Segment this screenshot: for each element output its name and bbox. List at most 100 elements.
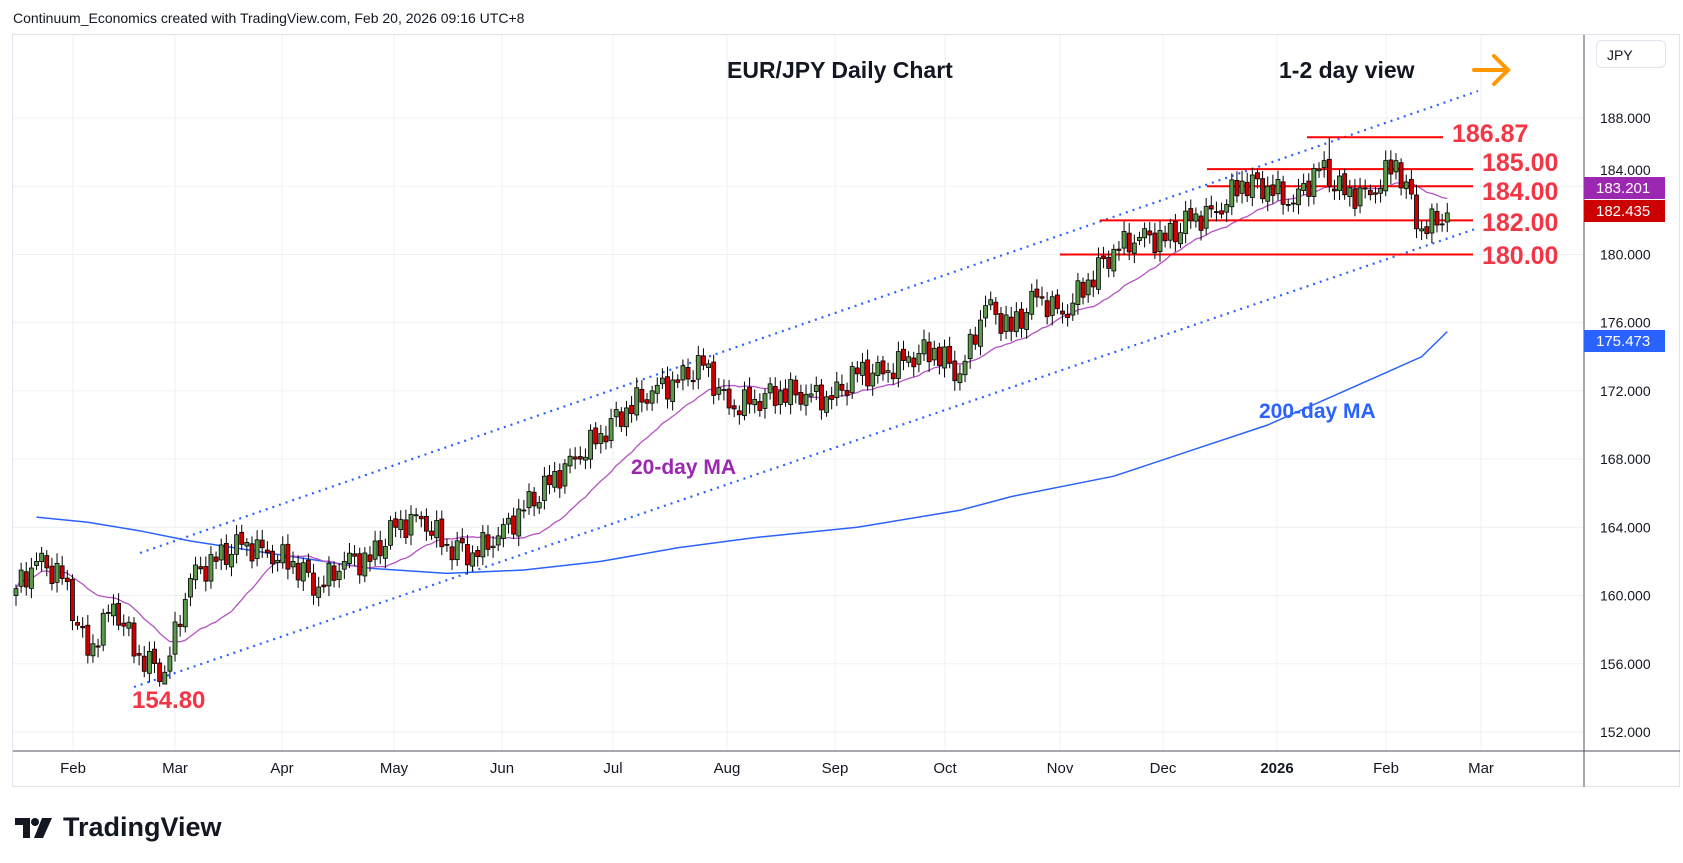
candle-down bbox=[465, 544, 470, 566]
candle-down bbox=[295, 562, 301, 581]
candle-up bbox=[634, 387, 640, 416]
candle-up bbox=[1024, 312, 1030, 330]
candle-down bbox=[136, 653, 142, 656]
candle-down bbox=[1244, 181, 1250, 197]
candle-down bbox=[1332, 188, 1337, 192]
tradingview-logo[interactable]: TradingView bbox=[15, 812, 222, 843]
candle-down bbox=[1208, 205, 1214, 210]
candle-down bbox=[577, 456, 583, 460]
candle-up bbox=[583, 456, 588, 461]
y-tick-label: 184.000 bbox=[1600, 162, 1651, 178]
candle-down bbox=[1326, 158, 1332, 187]
candle-down bbox=[285, 543, 291, 570]
candle-up bbox=[208, 554, 214, 582]
candle-down bbox=[1424, 226, 1430, 235]
candle-down bbox=[747, 386, 752, 405]
candle-down bbox=[901, 348, 906, 362]
candle-up bbox=[495, 535, 501, 546]
candle-up bbox=[608, 418, 614, 442]
candle-down bbox=[357, 553, 363, 576]
candle-down bbox=[593, 427, 599, 445]
candle-down bbox=[1414, 194, 1419, 230]
candle-up bbox=[326, 562, 332, 587]
candle-down bbox=[926, 341, 932, 363]
candle-down bbox=[726, 388, 732, 409]
candle-up bbox=[444, 543, 450, 546]
candle-down bbox=[890, 372, 896, 380]
candle-down bbox=[95, 645, 101, 648]
candle-up bbox=[172, 621, 178, 655]
candle-down bbox=[1162, 232, 1168, 242]
candle-up bbox=[111, 603, 116, 617]
candle-down bbox=[75, 622, 80, 626]
candle-down bbox=[1126, 232, 1132, 253]
candle-up bbox=[34, 561, 39, 566]
candle-up bbox=[480, 532, 486, 558]
candle-up bbox=[931, 347, 937, 361]
candle-up bbox=[1137, 236, 1142, 241]
x-tick-label: 2026 bbox=[1260, 760, 1293, 777]
candle-up bbox=[300, 562, 306, 582]
candle-up bbox=[290, 561, 296, 568]
candle-up bbox=[567, 455, 573, 467]
candle-down bbox=[116, 602, 121, 626]
candle-up bbox=[254, 539, 260, 559]
candle-up bbox=[983, 305, 988, 319]
candle-down bbox=[1008, 316, 1014, 332]
candle-up bbox=[526, 491, 532, 509]
candle-up bbox=[957, 373, 963, 384]
candle-up bbox=[1121, 230, 1127, 249]
candle-up bbox=[762, 393, 768, 409]
currency-button[interactable]: JPY bbox=[1596, 40, 1666, 68]
chart-frame bbox=[12, 34, 1680, 787]
level-label: 185.00 bbox=[1482, 149, 1558, 177]
candle-up bbox=[28, 567, 34, 589]
candle-down bbox=[1054, 294, 1060, 310]
candle-up bbox=[100, 612, 106, 646]
candle-up bbox=[1142, 228, 1147, 239]
candle-up bbox=[895, 351, 901, 379]
candle-down bbox=[731, 405, 737, 410]
candle-down bbox=[1060, 310, 1065, 315]
candle-down bbox=[1255, 172, 1260, 180]
candle-up bbox=[767, 383, 773, 394]
candle-up bbox=[280, 544, 286, 564]
candle-up bbox=[536, 502, 542, 509]
candle-up bbox=[813, 384, 819, 393]
candle-up bbox=[347, 552, 352, 564]
candle-up bbox=[1013, 311, 1019, 333]
candle-up bbox=[1229, 179, 1235, 208]
x-tick-label: Jun bbox=[490, 760, 514, 777]
level-label: 182.00 bbox=[1482, 209, 1558, 237]
candle-up bbox=[1383, 160, 1389, 192]
candle-up bbox=[1003, 314, 1009, 332]
candle-down bbox=[321, 584, 327, 588]
candle-down bbox=[1260, 178, 1265, 200]
candle-up bbox=[1075, 280, 1081, 305]
x-tick-label: Mar bbox=[162, 760, 188, 777]
candle-down bbox=[603, 435, 609, 443]
candle-up bbox=[126, 621, 132, 629]
candle-up bbox=[1296, 188, 1301, 206]
candle-down bbox=[418, 515, 424, 520]
candle-up bbox=[695, 355, 701, 380]
candle-up bbox=[1111, 248, 1117, 272]
candle-down bbox=[1352, 188, 1358, 209]
candle-down bbox=[572, 456, 578, 460]
y-tick-label: 176.000 bbox=[1600, 315, 1651, 331]
candle-down bbox=[59, 565, 65, 579]
candle-up bbox=[613, 409, 619, 418]
candle-up bbox=[706, 363, 711, 368]
candle-down bbox=[1342, 173, 1348, 196]
candle-down bbox=[1373, 192, 1378, 195]
x-tick-label: Nov bbox=[1047, 760, 1074, 777]
candle-down bbox=[937, 346, 942, 366]
candle-up bbox=[234, 534, 239, 555]
candle-up bbox=[18, 569, 24, 587]
candle-up bbox=[1265, 185, 1271, 202]
x-tick-label: Sep bbox=[822, 760, 849, 777]
chart-attribution: Continuum_Economics created with Trading… bbox=[13, 10, 525, 26]
candle-down bbox=[121, 622, 127, 627]
candle-down bbox=[1306, 180, 1312, 197]
